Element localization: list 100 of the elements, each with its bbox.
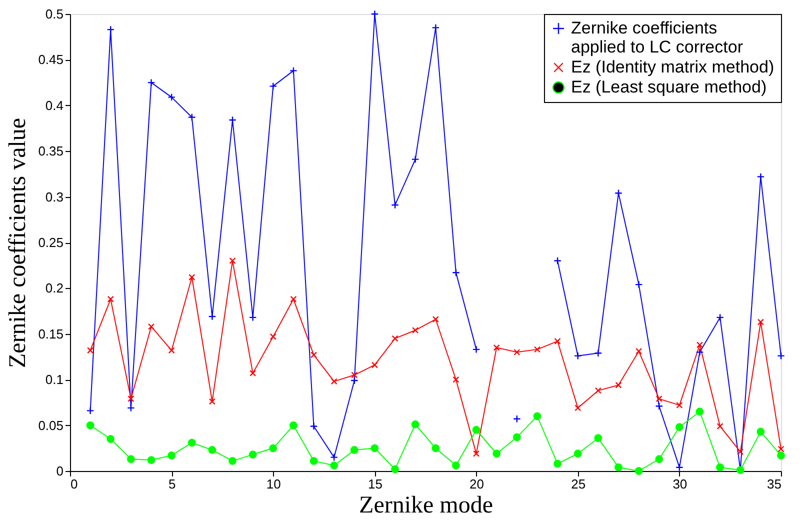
point (370, 10, 379, 18)
y-tick-label: 0.45 (38, 52, 64, 68)
point (696, 348, 704, 356)
point (757, 318, 764, 326)
x-tick-label: 30 (672, 476, 688, 492)
point (696, 408, 704, 416)
x-tick-label: 0 (70, 476, 78, 492)
point (128, 396, 134, 402)
point (87, 347, 94, 354)
point (655, 402, 664, 410)
point (330, 378, 338, 385)
point (148, 323, 155, 330)
point (168, 452, 176, 460)
point (228, 457, 236, 465)
point (350, 446, 358, 454)
point (411, 155, 420, 164)
x-tick-label: 25 (571, 476, 586, 492)
point (614, 189, 622, 198)
point (675, 463, 684, 472)
y-tick-label: 0.2 (45, 280, 64, 296)
point (716, 422, 724, 430)
y-tick-label: 0.25 (38, 235, 64, 250)
point (330, 453, 338, 462)
point (432, 444, 440, 452)
point (269, 82, 278, 90)
point (554, 338, 561, 344)
point (228, 116, 236, 124)
point (594, 349, 602, 358)
point (248, 450, 257, 458)
point (412, 326, 419, 334)
point (737, 448, 744, 456)
point (452, 268, 460, 277)
x-tick-label: 10 (266, 476, 281, 492)
point (614, 463, 622, 472)
point (554, 460, 562, 468)
point (777, 452, 785, 460)
point (290, 296, 297, 302)
y-tick-label: 0.4 (45, 98, 64, 113)
point (554, 256, 562, 265)
point (615, 382, 622, 388)
point (432, 316, 439, 323)
point (472, 345, 480, 354)
point (168, 93, 176, 102)
point (188, 438, 196, 447)
point (655, 455, 664, 464)
point (778, 446, 784, 452)
x-tick-label: 20 (470, 476, 484, 492)
point (391, 465, 399, 474)
y-tick-label: 0.3 (45, 189, 64, 204)
point (574, 404, 582, 412)
point (290, 421, 298, 430)
y-axis-title: Zernike coefficients value (5, 118, 32, 368)
point (106, 435, 115, 443)
point (696, 342, 704, 348)
point (676, 402, 683, 408)
point (452, 462, 460, 470)
point (716, 463, 724, 472)
point (473, 450, 480, 457)
point (250, 370, 256, 376)
point (269, 444, 278, 452)
point (126, 455, 135, 464)
point (86, 406, 94, 415)
point (310, 352, 318, 358)
y-tick-label: 0.1 (45, 372, 64, 388)
x-tick-label: 35 (767, 476, 782, 492)
point (310, 457, 318, 465)
point (492, 450, 501, 458)
point (208, 446, 216, 454)
point (534, 346, 541, 353)
point (106, 26, 115, 34)
point (636, 348, 642, 355)
point (514, 348, 520, 356)
point (594, 387, 602, 394)
point (270, 333, 276, 340)
point (574, 352, 582, 360)
point (126, 404, 135, 412)
point (675, 423, 684, 432)
point (634, 280, 643, 288)
point (574, 450, 582, 458)
x-tick-label: 15 (368, 476, 382, 492)
x-axis-title: Zernike mode (359, 492, 493, 518)
point (371, 362, 378, 368)
point (208, 398, 216, 405)
point (756, 428, 765, 436)
point (533, 412, 542, 420)
point (86, 421, 94, 430)
point (147, 456, 156, 464)
point (392, 335, 398, 342)
y-tick-label: 0.5 (45, 6, 64, 22)
point (512, 433, 521, 442)
point (493, 344, 500, 351)
point (168, 347, 175, 354)
point (634, 467, 643, 475)
y-tick-label: 0.35 (38, 144, 64, 159)
point (370, 444, 379, 452)
y-tick-label: 0.05 (38, 418, 64, 433)
point (452, 376, 460, 383)
point (147, 78, 156, 87)
point (290, 66, 298, 75)
point (351, 372, 358, 378)
